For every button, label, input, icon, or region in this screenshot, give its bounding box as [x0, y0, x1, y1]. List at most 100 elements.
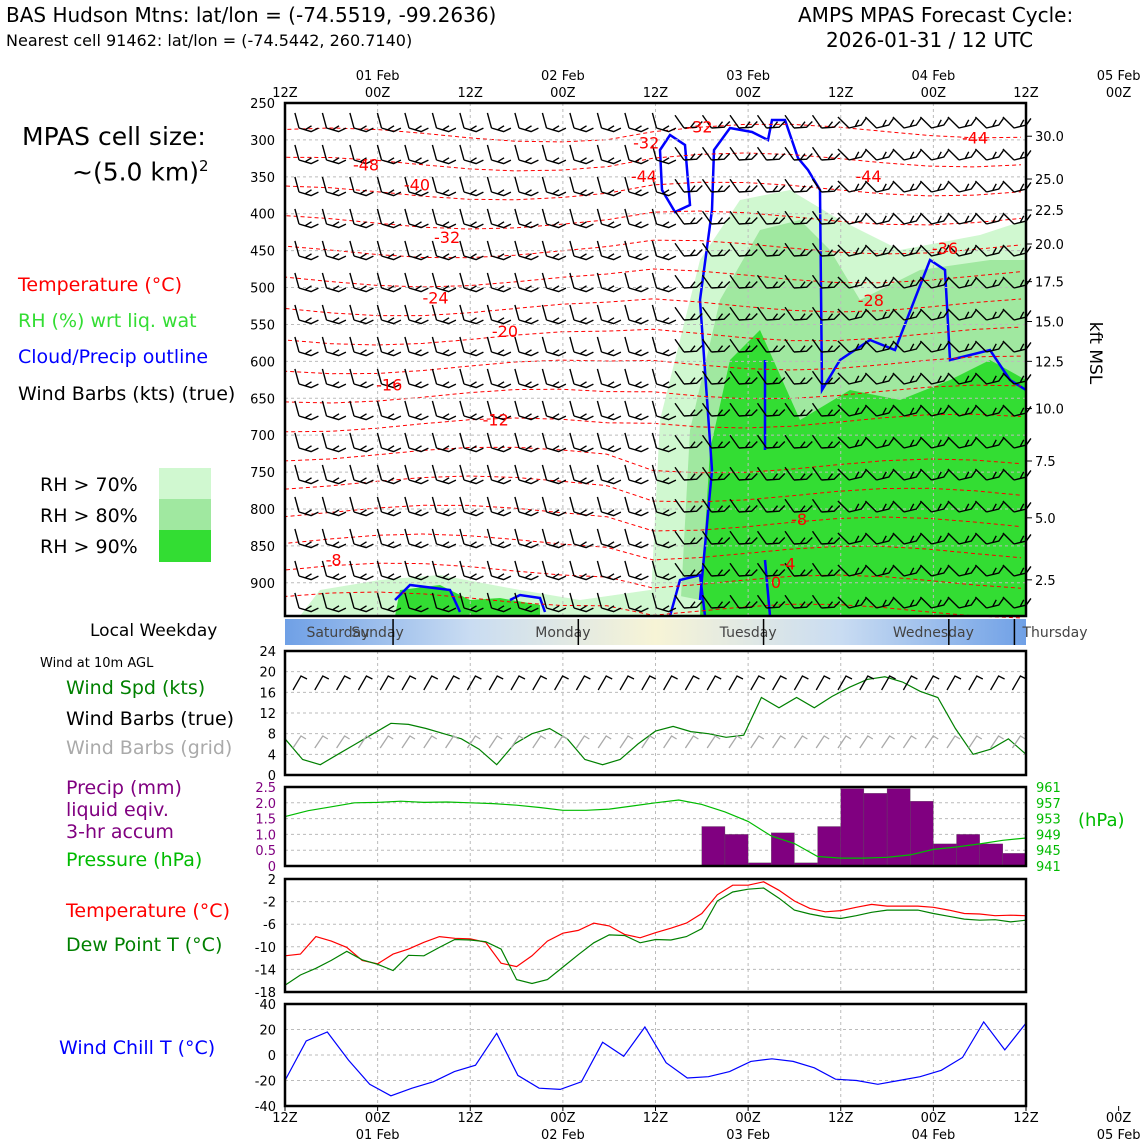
- temp-label: -44: [962, 128, 988, 147]
- wind-barb: [459, 560, 484, 581]
- wind-barb: [624, 560, 649, 581]
- wind-barb-10m: [575, 675, 591, 691]
- wind-barb: [784, 434, 813, 449]
- kft-tick: 15.0: [1035, 315, 1064, 330]
- wind-barb: [729, 210, 758, 225]
- wind-barb: [674, 306, 703, 321]
- wind-barb: [811, 594, 841, 609]
- wind-barb: [701, 370, 731, 385]
- wind-barb: [431, 336, 457, 357]
- kft-tick: 20.0: [1035, 238, 1064, 253]
- wind-barb: [321, 304, 347, 325]
- wind-barb: [811, 402, 841, 417]
- wind-barb: [624, 272, 649, 293]
- wind-barb: [596, 304, 622, 325]
- wind-barb: [784, 370, 813, 385]
- temp-contour-1: [284, 152, 1022, 172]
- wind-barb: [674, 370, 703, 385]
- wind-barb: [651, 368, 677, 389]
- wind-barb: [892, 404, 922, 417]
- wind-barb: [459, 176, 484, 197]
- rh80-swatch: [159, 499, 211, 530]
- wind-barb: [321, 240, 347, 261]
- wind-barb: [837, 116, 867, 129]
- wind-barb: [756, 178, 786, 193]
- wind-barb: [784, 562, 813, 577]
- wind-barb: [459, 208, 484, 229]
- wind-barb: [596, 208, 622, 229]
- wind-barb: [569, 368, 594, 389]
- wind-barb: [701, 178, 731, 193]
- wind-barb: [376, 400, 402, 421]
- temp-ytick: -10: [255, 941, 276, 956]
- temp-label: -28: [858, 291, 884, 310]
- bottom-time-tick: 12Z: [828, 1111, 854, 1126]
- wind-barb: [919, 372, 949, 385]
- wind-barb: [404, 496, 429, 517]
- temp-label: -16: [376, 376, 402, 395]
- wind-barb: [596, 592, 622, 613]
- wind-barb: [892, 180, 922, 193]
- wind-barb: [974, 532, 1004, 545]
- precip-ytick: 0.5: [255, 844, 276, 859]
- wind-barb-grid: [990, 735, 1004, 749]
- wind-barb: [837, 148, 867, 161]
- wind-barb-10m: [990, 675, 1005, 691]
- bottom-time-tick: 00Z: [735, 1111, 761, 1126]
- wind-barb: [541, 144, 567, 165]
- wind-barb: [349, 592, 374, 613]
- wind-barb: [486, 112, 512, 133]
- bottom-time-tick: 00Z: [550, 1111, 576, 1126]
- wind-barb-10m: [837, 675, 853, 691]
- wind-barb: [947, 436, 977, 449]
- wind-barb: [974, 372, 1004, 385]
- wind-barb: [974, 276, 1004, 289]
- wind-barb: [541, 272, 567, 293]
- wind-barb-grid: [946, 735, 961, 749]
- wind-barb: [729, 370, 758, 385]
- wind-barb: [486, 496, 512, 517]
- wind-barb: [756, 434, 786, 449]
- wind-barb: [919, 468, 949, 481]
- wind-barb: [756, 306, 786, 321]
- wind-barb: [729, 274, 758, 289]
- precip-label-3: 3-hr accum: [66, 821, 174, 843]
- wind-barb: [321, 464, 347, 485]
- wind-barb-grid: [881, 735, 895, 749]
- wind-barb: [756, 370, 786, 385]
- wind-barb: [321, 400, 347, 421]
- kft-axis-label: kft MSL: [1085, 322, 1105, 385]
- chill-ytick: -40: [255, 1100, 276, 1115]
- wind-barb-10m: [663, 675, 678, 691]
- wind-barb: [947, 596, 977, 609]
- wind-barb-grid: [924, 735, 939, 749]
- bottom-time-tick: 12Z: [272, 1111, 298, 1126]
- bottom-time-tick: 12Z: [458, 1111, 484, 1126]
- wind-barb: [651, 560, 677, 581]
- wind-barb: [729, 530, 758, 545]
- wind-barb: [651, 112, 677, 133]
- wind-barb: [596, 240, 622, 261]
- wind-barb: [431, 176, 457, 197]
- wind-barb: [947, 244, 977, 257]
- wind-barb: [892, 148, 922, 161]
- wind-barb: [651, 432, 677, 453]
- wind-barb: [811, 370, 841, 385]
- wind-ytick: 4: [268, 748, 276, 763]
- precip-label-2: liquid eqiv.: [66, 799, 169, 821]
- wind-barb-10m: [445, 675, 460, 691]
- wind-barb: [837, 404, 867, 417]
- temp-label: -32: [633, 134, 659, 153]
- temp-contour-16: [284, 591, 1022, 619]
- wind-barb: [376, 432, 402, 453]
- wind-barb: [892, 500, 922, 513]
- wind-barb: [811, 338, 841, 353]
- wind-barb-grid: [815, 735, 830, 749]
- top-time-tick: 12Z: [272, 86, 298, 101]
- temp-label: Temperature (°C): [66, 900, 230, 922]
- wind-barb: [431, 496, 457, 517]
- wind-barb: [376, 144, 402, 165]
- dewpoint-line: [284, 887, 1027, 986]
- wind-barb: [837, 340, 867, 353]
- temp-label: -44: [631, 167, 657, 186]
